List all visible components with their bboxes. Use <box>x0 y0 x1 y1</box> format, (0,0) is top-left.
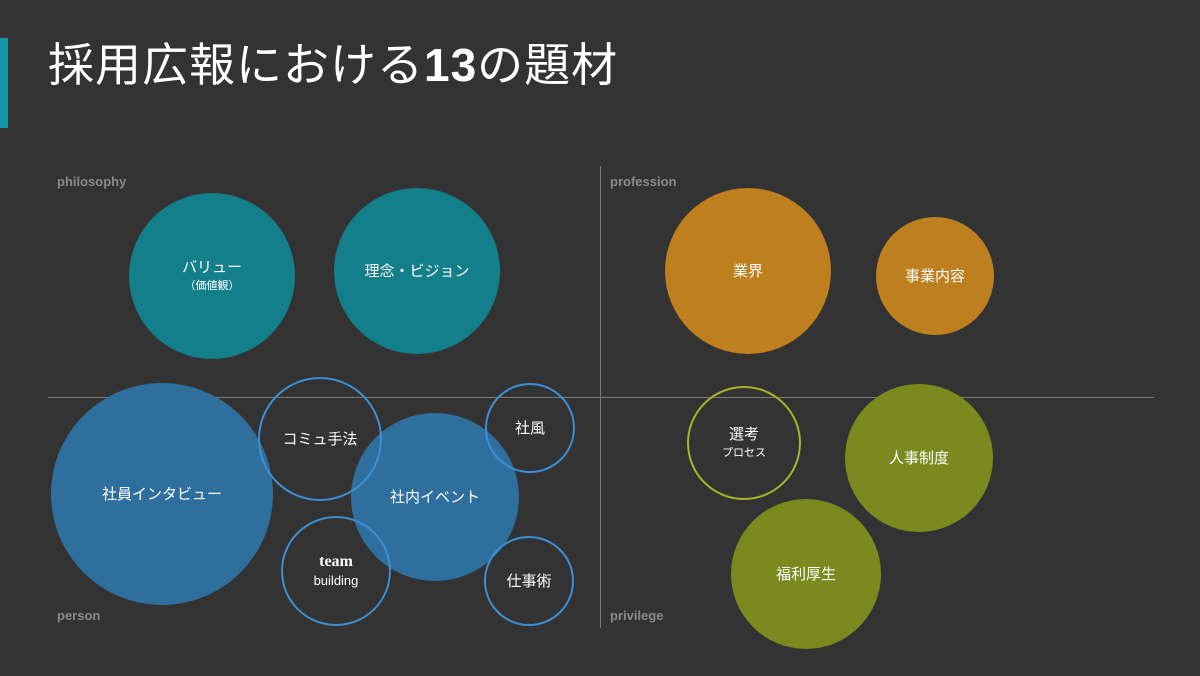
title-number: 13 <box>424 39 478 91</box>
title-text-end: の題材 <box>477 38 619 92</box>
topic-bubble-work-skills: 仕事術 <box>484 536 574 626</box>
horizontal-axis <box>48 397 1154 398</box>
topic-label: 事業内容 <box>904 267 965 285</box>
topic-bubble-philosophy-vision: 理念・ビジョン <box>334 188 500 354</box>
topic-label: 仕事術 <box>506 572 552 590</box>
topic-label: コミュ手法 <box>282 430 358 448</box>
topic-bubble-business: 事業内容 <box>876 217 994 335</box>
topic-label: team <box>319 553 353 570</box>
topic-label: 業界 <box>732 262 763 280</box>
topic-bubble-industry: 業界 <box>665 188 831 354</box>
topic-bubble-value: バリュー （価値観） <box>129 193 295 359</box>
topic-sublabel: （価値観） <box>184 279 240 292</box>
quadrant-label-philosophy: philosophy <box>57 174 127 189</box>
topic-bubble-selection: 選考 プロセス <box>687 386 801 500</box>
topic-bubble-employee-interview: 社員インタビュー <box>51 383 273 605</box>
title-text: 採用広報における <box>48 38 424 92</box>
topic-bubble-hr-system: 人事制度 <box>845 384 993 532</box>
topic-bubble-team-building: team building <box>281 516 391 626</box>
slide-title: 採用広報における13の題材 <box>48 30 618 100</box>
topic-sublabel: プロセス <box>722 446 766 459</box>
topic-label: 選考 <box>728 425 759 443</box>
quadrant-label-privilege: privilege <box>610 608 664 623</box>
topic-label: 社内イベント <box>389 488 480 506</box>
title-accent-bar <box>0 38 8 128</box>
topic-bubble-culture: 社風 <box>485 383 575 473</box>
topic-label: 社風 <box>514 419 545 437</box>
topic-sublabel: building <box>313 573 359 588</box>
quadrant-label-profession: profession <box>610 174 677 189</box>
topic-label: バリュー <box>181 258 242 276</box>
topic-bubble-communication: コミュ手法 <box>258 377 382 501</box>
quadrant-label-person: person <box>57 608 101 623</box>
topic-label: 理念・ビジョン <box>364 262 470 280</box>
topic-label: 福利厚生 <box>775 565 836 583</box>
topic-bubble-benefits: 福利厚生 <box>731 499 881 649</box>
topic-label: 社員インタビュー <box>101 485 222 503</box>
topic-label: 人事制度 <box>888 449 949 467</box>
